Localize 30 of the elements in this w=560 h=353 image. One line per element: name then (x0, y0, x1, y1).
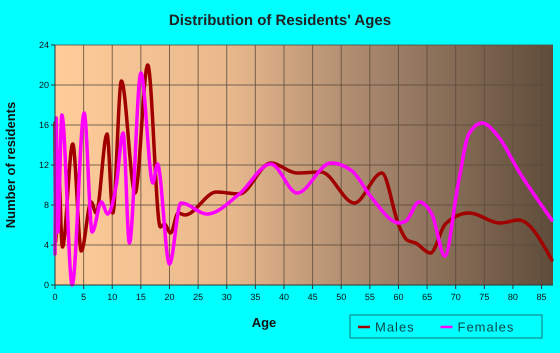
x-tick-label: 15 (136, 292, 146, 302)
x-tick-label: 0 (52, 292, 58, 302)
x-tick-label: 50 (336, 292, 346, 302)
legend-label: Females (458, 320, 514, 335)
x-tick-label: 55 (364, 292, 375, 302)
y-tick-label: 20 (38, 80, 49, 90)
x-tick-label: 60 (393, 292, 404, 302)
legend-label: Males (375, 320, 415, 335)
x-tick-label: 35 (250, 292, 260, 302)
x-tick-label: 40 (278, 292, 289, 302)
y-tick-label: 0 (44, 280, 49, 290)
x-tick-label: 25 (193, 292, 204, 302)
y-tick-label: 16 (38, 120, 49, 130)
x-tick-label: 30 (222, 292, 232, 302)
x-tick-label: 5 (81, 292, 86, 302)
y-tick-label: 4 (44, 240, 49, 250)
x-axis-title: Age (252, 315, 276, 330)
y-tick-label: 8 (44, 200, 49, 210)
x-tick-label: 75 (479, 292, 490, 302)
x-tick-label: 70 (450, 292, 461, 302)
x-tick-label: 45 (308, 292, 318, 302)
y-tick-label: 12 (38, 160, 49, 170)
x-tick-label: 80 (508, 292, 518, 302)
chart-title: Distribution of Residents' Ages (168, 12, 392, 29)
x-tick-label: 65 (422, 292, 432, 302)
y-axis-title: Number of residents (3, 102, 18, 228)
x-tick-label: 85 (536, 292, 547, 302)
x-tick-label: 10 (107, 292, 118, 302)
y-tick-label: 24 (38, 40, 49, 50)
x-tick-label: 20 (164, 292, 174, 302)
